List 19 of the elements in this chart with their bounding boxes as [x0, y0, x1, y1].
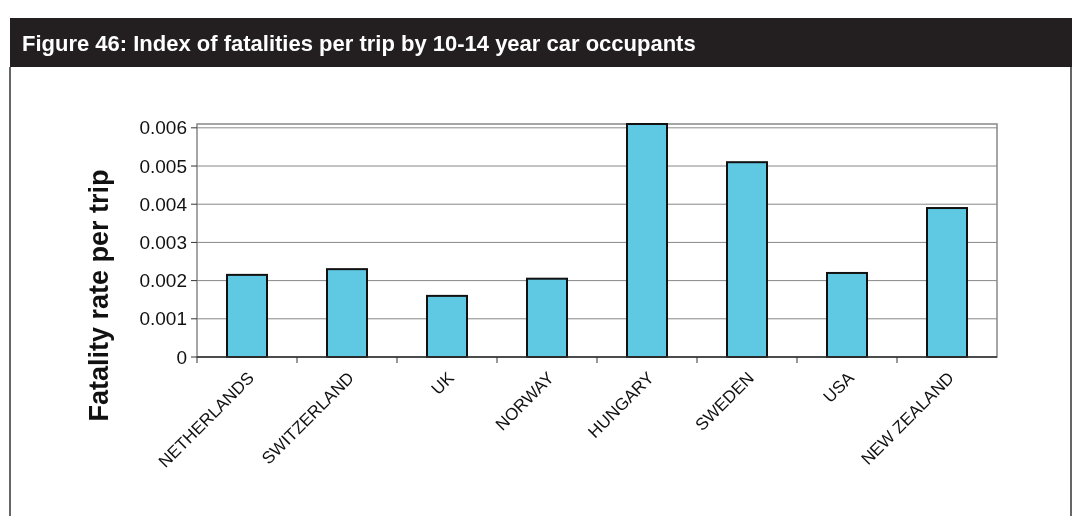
- x-tick-label: USA: [819, 367, 859, 407]
- bar: [226, 273, 268, 358]
- y-tick-label: 0.004: [139, 193, 188, 215]
- y-tick-label: 0.005: [139, 155, 187, 177]
- bar: [326, 268, 368, 358]
- bar: [526, 277, 568, 358]
- chart-title: Figure 46: Index of fatalities per trip by 10-14 year car occupants: [22, 31, 696, 56]
- y-tick-label: 0.006: [139, 117, 187, 139]
- bar: [426, 294, 468, 358]
- bar: [726, 161, 768, 358]
- y-tick-label: 0.002: [139, 270, 187, 292]
- bar: [826, 271, 868, 358]
- y-tick-label: 0.001: [139, 308, 187, 330]
- y-tick-label: 0: [176, 346, 187, 368]
- bar: [626, 123, 668, 358]
- y-axis-title: Fatality rate per trip: [84, 169, 114, 422]
- x-tick-label: UK: [427, 367, 459, 399]
- y-tick-label: 0.003: [139, 232, 187, 254]
- bar: [926, 207, 968, 358]
